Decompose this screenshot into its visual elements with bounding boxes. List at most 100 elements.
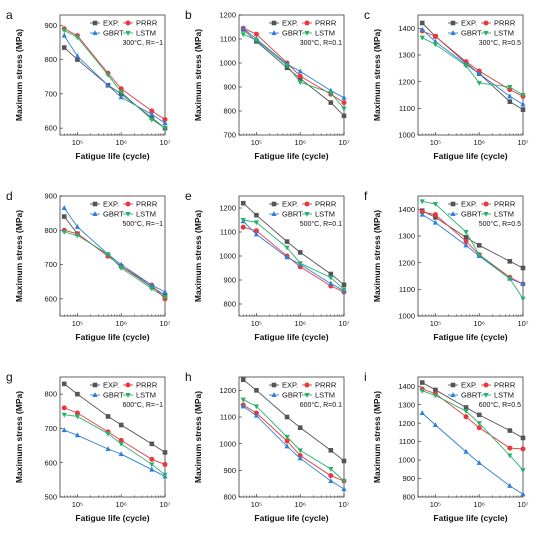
y-tick-label: 1200 [398, 258, 415, 267]
legend-marker [304, 393, 310, 398]
x-axis-label: Fatigue life (cycle) [75, 332, 149, 342]
legend-label: EXP. [282, 200, 298, 209]
data-point [341, 479, 347, 484]
x-tick-label: 10⁵ [251, 319, 262, 328]
x-tick-label: 10⁷ [517, 319, 528, 328]
data-point [341, 282, 347, 288]
series-lstm [419, 388, 526, 474]
data-point [118, 261, 124, 267]
data-point [463, 409, 469, 415]
data-point [419, 35, 425, 41]
y-axis-label: Maximum stress (MPa) [14, 210, 24, 302]
y-tick-label: 1300 [398, 51, 415, 60]
legend-marker [271, 211, 277, 216]
legend-marker [483, 201, 489, 207]
data-point [61, 405, 67, 411]
legend-label: EXP. [461, 381, 477, 390]
legend-label: LSTM [315, 29, 335, 38]
legend-label: GBRT [461, 391, 482, 400]
data-point [162, 120, 168, 125]
legend-label: LSTM [136, 29, 156, 38]
legend-marker [125, 393, 131, 398]
legend-marker [304, 31, 310, 36]
x-tick-label: 10⁶ [294, 319, 305, 328]
panel-b: b 700 800 900 1000 1100 1200 10⁵ 10⁶ 10⁷ Fatigue l… [185, 8, 350, 161]
legend-marker [92, 382, 98, 388]
y-tick-label: 1100 [220, 228, 236, 237]
data-point [162, 117, 168, 123]
data-point [162, 295, 168, 301]
y-tick-label: 1100 [399, 104, 415, 113]
data-point [507, 85, 513, 90]
x-axis-label: Fatigue life (cycle) [254, 513, 328, 523]
data-point [105, 82, 111, 88]
series-line [422, 200, 524, 299]
y-tick-label: 1000 [219, 59, 236, 68]
data-point [61, 381, 67, 387]
data-point [297, 425, 303, 430]
condition-label: 500°C, R=0.1 [300, 220, 342, 228]
data-point [463, 238, 469, 244]
legend-label: EXP. [282, 19, 298, 28]
data-point [284, 414, 290, 420]
panel-letter: e [185, 189, 192, 203]
data-point [432, 202, 439, 207]
plot-frame [59, 14, 166, 136]
legend-label: LSTM [315, 210, 335, 219]
data-point [253, 38, 260, 44]
legend-label: GBRT [103, 29, 124, 38]
series-exp [240, 377, 347, 464]
data-point [507, 453, 513, 459]
legend-marker [92, 30, 98, 35]
x-tick-label: 10⁷ [159, 138, 170, 147]
condition-label: 300°C, R=−1 [122, 39, 163, 47]
data-point [341, 100, 347, 106]
data-point [61, 32, 67, 38]
legend-label: LSTM [494, 210, 514, 219]
y-tick-label: 800 [402, 493, 415, 502]
data-point [61, 412, 67, 418]
x-axis-label: Fatigue life (cycle) [254, 332, 328, 342]
data-point [341, 458, 347, 464]
y-tick-label: 800 [44, 55, 57, 64]
plot-frame [59, 376, 166, 498]
data-point [507, 276, 513, 282]
x-tick-label: 10⁶ [473, 319, 484, 328]
legend-marker [304, 201, 310, 207]
y-tick-label: 600 [44, 458, 57, 467]
y-tick-label: 500 [44, 493, 57, 502]
y-axis-label: Maximum stress (MPa) [372, 210, 382, 302]
y-tick-label: 900 [223, 466, 236, 475]
data-point [476, 252, 482, 258]
data-point [75, 391, 80, 397]
y-tick-label: 1100 [220, 35, 236, 44]
y-tick-label: 900 [402, 474, 415, 483]
x-tick-label: 10⁶ [115, 138, 126, 147]
data-point [284, 239, 290, 244]
y-tick-label: 1000 [219, 252, 236, 261]
data-point [476, 425, 482, 431]
series-lstm [240, 218, 347, 293]
legend-marker [271, 201, 277, 207]
y-tick-label: 800 [223, 107, 236, 116]
data-point [254, 212, 259, 218]
data-point [118, 90, 124, 96]
panel-e: e 800 900 1000 1100 1200 10⁵ 10⁶ 10⁷ Fatigue life… [185, 189, 350, 342]
condition-label: 600°C, R=0.5 [479, 401, 521, 409]
series-line [422, 390, 524, 471]
legend-marker [125, 31, 131, 36]
y-tick-label: 1100 [399, 285, 415, 294]
data-point [419, 26, 425, 32]
legend-marker [125, 20, 131, 26]
data-point [432, 33, 438, 39]
data-point [507, 259, 513, 264]
legend-marker [450, 201, 456, 207]
x-tick-label: 10⁶ [294, 500, 305, 509]
panel-g: g 500 600 700 800 10⁵ 10⁶ 10⁷ Fatigue life (cycl… [6, 370, 171, 523]
data-point [507, 428, 513, 433]
data-point [118, 422, 124, 428]
legend-label: EXP. [103, 200, 119, 209]
series-lstm [240, 397, 347, 484]
